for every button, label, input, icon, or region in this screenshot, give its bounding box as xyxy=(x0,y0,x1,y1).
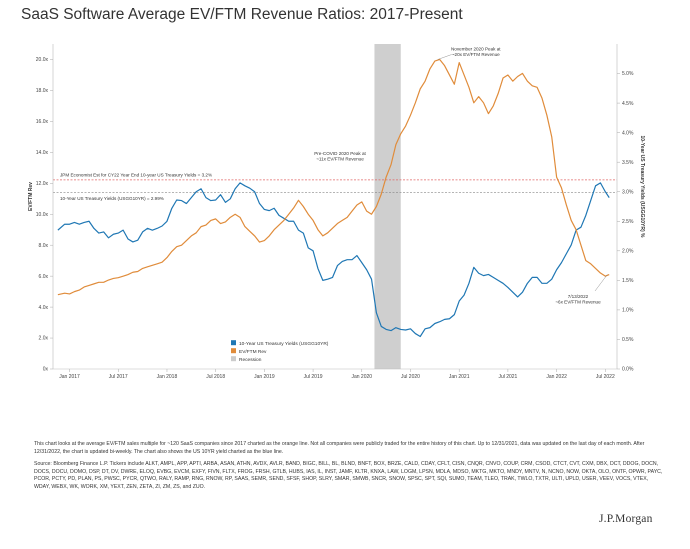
right-tick-label: 5.0% xyxy=(622,71,634,77)
annotation-pointer xyxy=(594,274,608,292)
x-tick-label: Jan 2020 xyxy=(351,374,372,380)
x-tick-label: Jan 2022 xyxy=(546,374,567,380)
treasury-yield-line xyxy=(57,182,610,338)
notes-description: This chart looks at the average EV/FTM s… xyxy=(34,441,645,455)
left-tick-label: 8.0x xyxy=(39,243,49,249)
x-tick-label: Jul 2020 xyxy=(401,374,420,380)
left-tick-label: 10.0x xyxy=(36,212,49,218)
annotation-pre-covid-peak: Pre-COVID 2020 Peak at xyxy=(314,151,366,156)
legend-swatch xyxy=(231,356,236,362)
right-tick-label: 3.0% xyxy=(622,189,634,195)
y-axis-right-title: 10-Year US Treasury Yields (USGG10YR) % xyxy=(639,136,645,239)
chart-title: SaaS Software Average EV/FTM Revenue Rat… xyxy=(21,6,463,23)
left-tick-label: 14.0x xyxy=(36,150,49,156)
annotation-jul-2022: ~6x EV/FTM Revenue xyxy=(555,300,601,305)
right-tick-label: 1.5% xyxy=(622,278,634,284)
right-tick-label: 0.5% xyxy=(622,337,634,343)
annotation-jul-2022: 7/13/2022 xyxy=(568,294,589,299)
annotation-nov-2020-peak: ~20x EV/FTM Revenue xyxy=(452,52,500,57)
x-tick-label: Jul 2022 xyxy=(596,374,615,380)
left-tick-label: 20.0x xyxy=(36,57,49,63)
y-axis-left-title: EV/FTM Rev xyxy=(28,182,34,211)
x-tick-label: Jul 2017 xyxy=(109,374,128,380)
legend-label: Recession xyxy=(239,357,262,363)
left-tick-label: 16.0x xyxy=(36,119,49,125)
right-tick-label: 4.5% xyxy=(622,101,634,107)
right-tick-label: 1.0% xyxy=(622,308,634,314)
chart-notes: This chart looks at the average EV/FTM s… xyxy=(34,441,664,497)
legend-swatch xyxy=(231,348,236,354)
notes-source: Source: Bloomberg Finance L.P. Tickers i… xyxy=(34,461,663,490)
right-tick-label: 0.0% xyxy=(622,367,634,373)
x-tick-label: Jul 2019 xyxy=(304,374,323,380)
left-tick-label: 2.0x xyxy=(39,336,49,342)
x-tick-label: Jan 2018 xyxy=(157,374,178,380)
x-tick-label: Jul 2021 xyxy=(498,374,517,380)
x-tick-label: Jul 2018 xyxy=(206,374,225,380)
x-tick-label: Jan 2019 xyxy=(254,374,275,380)
legend-swatch xyxy=(231,340,236,346)
recession-band xyxy=(374,44,401,369)
annotation-nov-2020-peak: November 2020 Peak at xyxy=(451,46,501,51)
chart-canvas: JPM Economist Est for CY22 Year End 10-y… xyxy=(28,44,645,380)
left-tick-label: 4.0x xyxy=(39,305,49,311)
left-tick-label: 12.0x xyxy=(36,181,49,187)
left-tick-label: 18.0x xyxy=(36,88,49,94)
x-tick-label: Jan 2017 xyxy=(59,374,80,380)
right-tick-label: 2.0% xyxy=(622,249,634,255)
reference-line-label: JPM Economist Est for CY22 Year End 10-y… xyxy=(60,172,212,177)
right-tick-label: 4.0% xyxy=(622,130,634,136)
right-tick-label: 3.5% xyxy=(622,160,634,166)
right-tick-label: 2.5% xyxy=(622,219,634,225)
legend-label: EV/FTM Rev xyxy=(239,349,267,355)
legend-label: 10-Year US Treasury Yields (USGG10YR) xyxy=(239,341,329,347)
annotation-pre-covid-peak: ~11x EV/FTM Revenue xyxy=(316,157,364,162)
brand-logo: J.P.Morgan xyxy=(599,513,653,525)
annotation-pointer xyxy=(437,54,452,60)
left-tick-label: 6.0x xyxy=(39,274,49,280)
x-tick-label: Jan 2021 xyxy=(449,374,470,380)
reference-line-label: 10-Year US Treasury Yields (USGG10YR) = … xyxy=(60,196,164,201)
ev-ftm-line xyxy=(57,58,610,296)
left-tick-label: 0x xyxy=(43,367,49,373)
